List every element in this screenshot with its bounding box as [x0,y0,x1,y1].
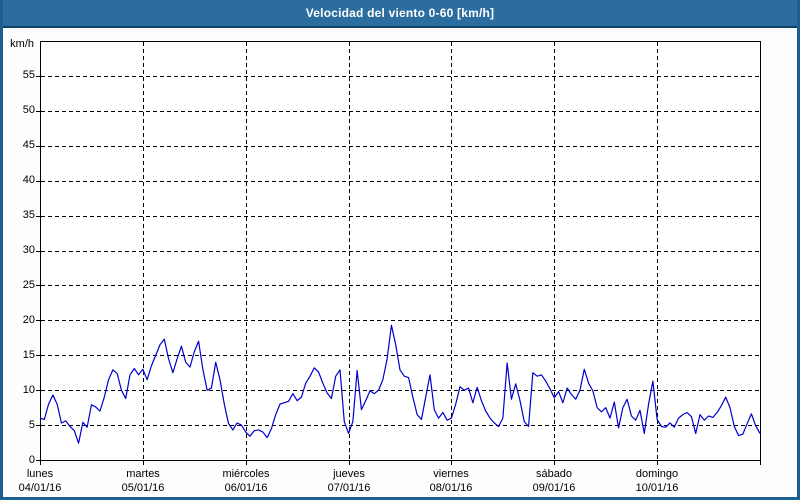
y-tick-label-35: 35 [22,209,35,221]
day-date: 10/01/16 [635,482,679,494]
day-date: 07/01/16 [327,482,371,494]
x-label-miercoles: miércoles 06/01/16 [196,467,296,495]
day-name: jueves [333,468,365,480]
x-label-lunes: lunes 04/01/16 [3,467,90,495]
day-name: viernes [433,468,469,480]
day-name: domingo [635,468,679,480]
x-label-martes: martes 05/01/16 [93,467,193,495]
x-label-sabado: sábado 09/01/16 [504,467,604,495]
day-name: lunes [26,468,54,480]
y-tick-label-20: 20 [22,314,35,326]
y-tick-label-5: 5 [28,419,35,431]
day-name: sábado [535,468,573,480]
y-tick-label-10: 10 [22,384,35,396]
day-date: 04/01/16 [18,482,62,494]
day-date: 05/01/16 [121,482,165,494]
x-label-domingo: domingo 10/01/16 [607,467,707,495]
y-tick-label-15: 15 [22,349,35,361]
page-title: Velocidad del viento 0-60 [km/h] [305,6,495,20]
y-tick-label-50: 50 [22,104,35,116]
x-label-jueves: jueves 07/01/16 [299,467,399,495]
day-date: 09/01/16 [532,482,576,494]
y-tick-label-40: 40 [22,174,35,186]
y-tick-label-55: 55 [22,69,35,81]
wind-speed-line [39,324,761,444]
day-name: martes [126,468,160,480]
y-tick-label-30: 30 [22,244,35,256]
title-bar: Velocidad del viento 0-60 [km/h] [3,0,797,28]
day-date: 06/01/16 [224,482,268,494]
day-date: 08/01/16 [429,482,473,494]
y-axis-unit-label: km/h [10,38,34,50]
y-tick-label-0: 0 [28,454,35,466]
y-tick-label-25: 25 [22,279,35,291]
day-name: miércoles [222,468,270,480]
y-tick-label-45: 45 [22,139,35,151]
x-label-viernes: viernes 08/01/16 [401,467,501,495]
grid-lines [36,42,761,465]
